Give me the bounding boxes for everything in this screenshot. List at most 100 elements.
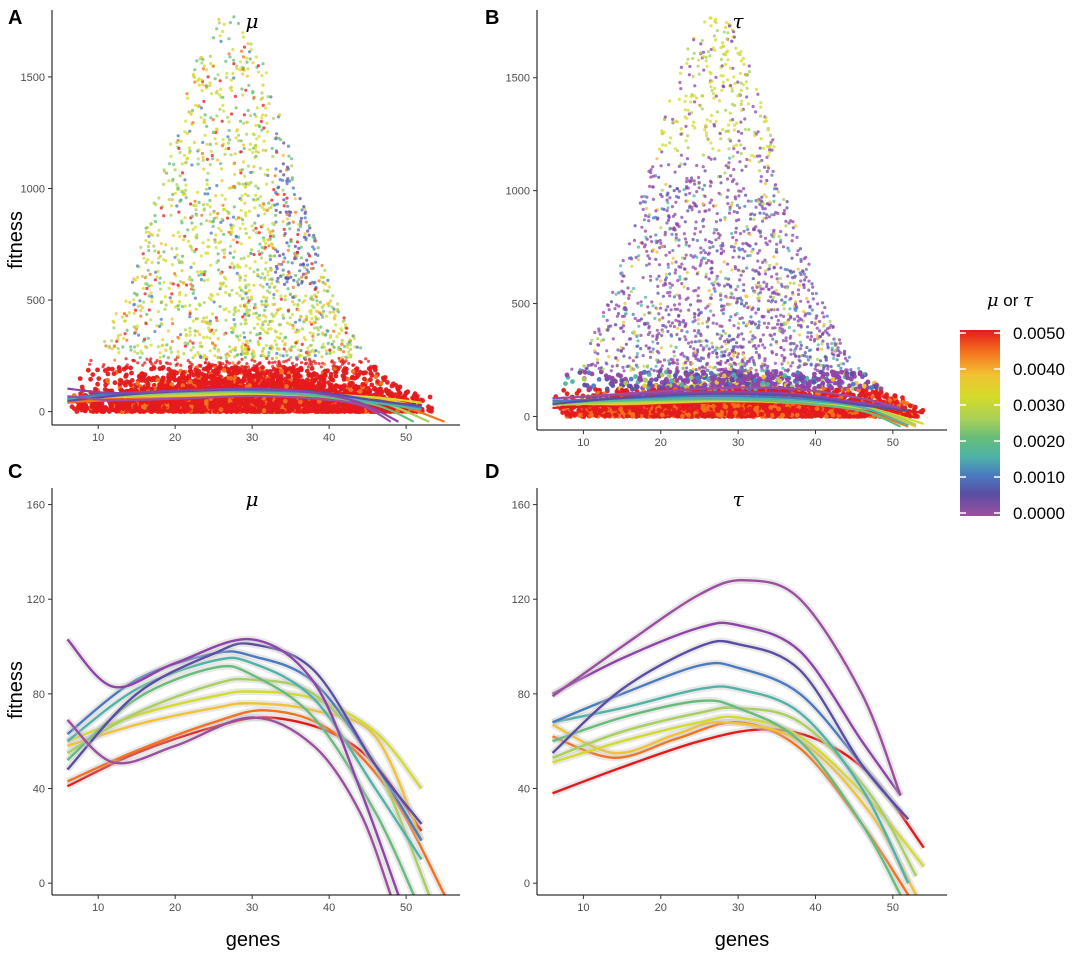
scatter-point: [193, 329, 197, 333]
scatter-point: [186, 373, 192, 379]
scatter-point: [188, 333, 192, 337]
scatter-point: [244, 231, 248, 235]
scatter-point: [258, 332, 262, 336]
scatter-point: [78, 391, 83, 397]
scatter-point: [304, 368, 310, 374]
scatter-point: [149, 222, 153, 226]
scatter-point: [235, 66, 239, 70]
scatter-point: [205, 335, 209, 339]
scatter-point: [256, 64, 260, 68]
scatter-point: [352, 363, 356, 367]
scatter-point: [195, 270, 199, 274]
scatter-point: [238, 68, 242, 72]
scatter-point: [217, 355, 221, 359]
scatter-point: [201, 140, 205, 145]
scatter-point: [187, 146, 191, 150]
scatter-point: [264, 344, 268, 348]
scatter-point: [343, 323, 347, 327]
scatter-point: [102, 363, 106, 367]
scatter-point: [88, 362, 92, 366]
scatter-point: [341, 368, 347, 374]
scatter-point: [262, 303, 267, 307]
scatter-point: [228, 251, 232, 255]
scatter-point: [329, 333, 333, 338]
scatter-point: [250, 358, 254, 362]
scatter-point: [262, 313, 266, 317]
scatter-point: [246, 254, 250, 258]
scatter-point: [241, 31, 245, 35]
scatter-point: [246, 181, 250, 185]
scatter-point: [246, 42, 250, 46]
scatter-point: [196, 317, 200, 321]
scatter-point: [275, 351, 279, 356]
scatter-point: [260, 251, 264, 255]
scatter-point: [217, 402, 222, 408]
scatter-point: [253, 359, 257, 363]
scatter-point: [245, 74, 249, 78]
scatter-point: [304, 238, 308, 242]
scatter-point: [257, 231, 261, 235]
scatter-point: [146, 244, 150, 249]
scatter-point: [193, 353, 197, 357]
scatter-point: [326, 329, 330, 333]
scatter-point: [284, 359, 288, 363]
scatter-point: [173, 255, 177, 259]
scatter-point: [345, 342, 350, 347]
scatter-point: [320, 331, 324, 335]
scatter-point: [238, 227, 242, 231]
scatter-point: [147, 248, 151, 253]
scatter-point: [145, 286, 149, 291]
scatter-point: [243, 278, 247, 282]
scatter-point: [221, 248, 225, 252]
scatter-point: [199, 222, 203, 226]
scatter-point: [279, 294, 283, 298]
scatter-point: [283, 232, 287, 236]
scatter-point: [228, 265, 232, 269]
scatter-point: [255, 315, 259, 319]
scatter-point: [289, 356, 293, 360]
scatter-point: [303, 338, 308, 342]
scatter-point: [221, 95, 225, 99]
scatter-point: [242, 256, 246, 260]
scatter-point: [219, 162, 223, 166]
scatter-point: [260, 299, 264, 304]
scatter-point: [320, 263, 324, 268]
scatter-point: [411, 393, 417, 399]
scatter-point: [110, 339, 114, 343]
scatter-point: [239, 322, 243, 326]
scatter-point: [225, 75, 229, 80]
scatter-point: [218, 361, 222, 365]
scatter-point: [190, 248, 194, 252]
scatter-point: [105, 377, 110, 383]
scatter-point: [148, 360, 153, 364]
scatter-point: [264, 241, 268, 246]
scatter-point: [289, 348, 293, 352]
scatter-point: [197, 83, 201, 87]
scatter-point: [273, 203, 277, 207]
scatter-point: [278, 323, 283, 327]
scatter-point: [208, 205, 212, 209]
scatter-point: [245, 341, 249, 345]
scatter-point: [139, 245, 143, 249]
scatter-point: [181, 238, 186, 242]
scatter-point: [252, 95, 256, 99]
scatter-point: [222, 22, 226, 27]
scatter-point: [303, 299, 307, 303]
scatter-point: [296, 303, 300, 307]
scatter-point: [209, 149, 213, 153]
scatter-point: [267, 101, 271, 106]
scatter-point: [193, 296, 197, 300]
scatter-point: [283, 342, 287, 346]
scatter-point: [266, 168, 270, 172]
scatter-point: [264, 299, 268, 303]
scatter-point: [233, 250, 237, 254]
scatter-point: [290, 261, 294, 265]
scatter-point: [224, 318, 228, 322]
scatter-point: [292, 303, 296, 307]
scatter-point: [202, 279, 206, 283]
scatter-point: [150, 300, 154, 304]
scatter-point: [236, 21, 241, 26]
scatter-point: [222, 275, 227, 279]
scatter-point: [206, 171, 210, 175]
scatter-point: [149, 343, 153, 347]
